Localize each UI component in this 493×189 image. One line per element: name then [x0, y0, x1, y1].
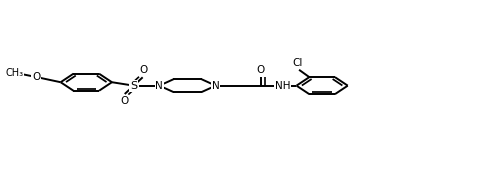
Text: CH₃: CH₃: [5, 67, 23, 77]
Text: Cl: Cl: [292, 58, 303, 68]
Text: O: O: [256, 65, 265, 75]
Text: N: N: [155, 81, 163, 91]
Text: O: O: [32, 72, 40, 82]
Text: O: O: [120, 96, 128, 106]
Text: O: O: [139, 65, 147, 75]
Text: N: N: [212, 81, 219, 91]
Text: S: S: [130, 81, 137, 91]
Text: NH: NH: [275, 81, 290, 91]
